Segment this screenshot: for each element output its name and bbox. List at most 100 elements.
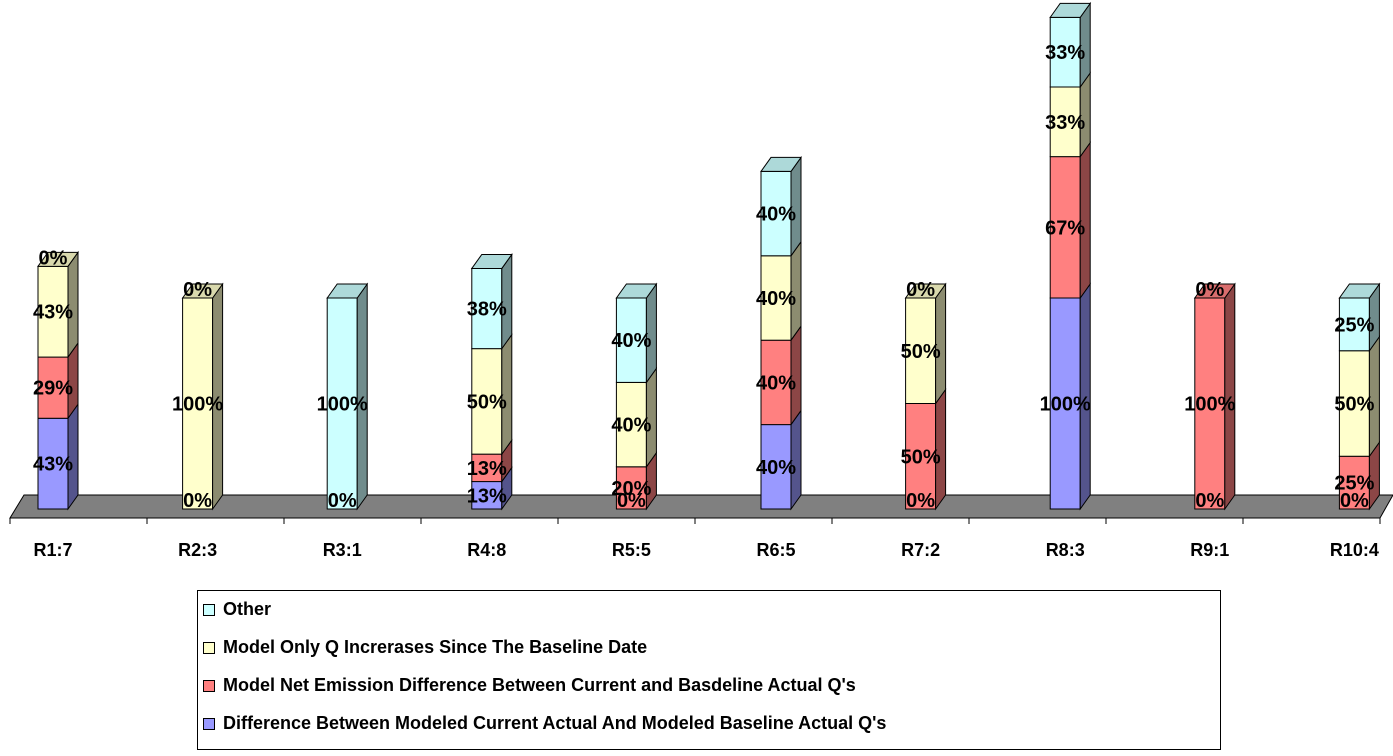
bar-segment-front (471, 267, 503, 350)
bar-segment (760, 324, 802, 427)
bar-segment (37, 250, 79, 359)
bar-segment (37, 341, 79, 420)
bar-segment (1193, 282, 1236, 511)
bar-segment-front (760, 255, 792, 341)
bar-segment-front (1194, 297, 1226, 510)
legend-item: Difference Between Modeled Current Actua… (198, 713, 886, 734)
bar-segment (37, 402, 79, 511)
bar-segment-front (182, 297, 214, 510)
segment-data-label: 50% (901, 446, 941, 468)
segment-data-label: 0% (617, 490, 646, 512)
legend-swatch (203, 641, 215, 654)
segment-data-label: 20% (611, 478, 651, 500)
bar-segment-top (615, 283, 658, 299)
segment-data-label: 100% (1184, 394, 1235, 416)
bar-segment (1049, 1, 1092, 89)
segment-data-label: 40% (611, 330, 651, 352)
bar-segment-top (904, 283, 947, 299)
segment-data-label: 50% (901, 341, 941, 363)
legend-label: Model Net Emission Difference Between Cu… (223, 675, 856, 695)
x-axis-ticks (9, 518, 1381, 524)
segment-data-label: 38% (467, 299, 507, 321)
bar-segment-front (37, 417, 69, 510)
segment-data-label: 0% (328, 490, 357, 512)
legend-label: Other (223, 599, 272, 619)
legend-label: Difference Between Modeled Current Actua… (223, 713, 887, 733)
legend-swatch (203, 679, 215, 692)
category-label: R2:3 (178, 540, 217, 560)
bar-segment-front (37, 265, 69, 358)
bar-segment-top (760, 156, 802, 172)
bar-segment-front (760, 170, 792, 257)
bar-segment (905, 387, 947, 511)
bar-segment (1338, 282, 1381, 353)
segment-data-label: 100% (317, 394, 368, 416)
bar-segment-front (471, 348, 503, 455)
segment-data-label: 0% (1195, 490, 1224, 512)
bar-segment (1338, 335, 1380, 458)
bar-segment (760, 155, 802, 258)
segment-data-label: 40% (756, 288, 796, 310)
bar-segment (470, 252, 513, 351)
category-label: R9:1 (1190, 540, 1229, 560)
bar-segment-front (326, 297, 358, 510)
segment-data-label: 0% (183, 279, 212, 301)
segment-data-label: 43% (33, 302, 73, 324)
bar-segment-top (181, 283, 224, 299)
bar-segment (326, 282, 369, 511)
segment-data-label: 25% (1334, 473, 1374, 495)
bar-segment-front (615, 381, 647, 468)
segment-data-label: 0% (1340, 490, 1369, 512)
legend-label: Model Only Q Increrases Since The Baseli… (223, 637, 648, 657)
bar-segment-top (1193, 283, 1236, 299)
category-label: R8:3 (1046, 540, 1085, 560)
legend-item: Other (198, 599, 271, 620)
segment-data-label: 100% (172, 394, 223, 416)
segment-data-label: 100% (1040, 394, 1091, 416)
bar-segment (615, 451, 657, 511)
legend-swatch (203, 717, 215, 730)
category-label: R10:4 (1330, 540, 1379, 560)
category-label: R4:8 (467, 540, 506, 560)
segment-data-label: 13% (467, 485, 507, 507)
segment-data-label: 33% (1045, 42, 1085, 64)
segment-data-label: 0% (183, 490, 212, 512)
bar-segment (181, 282, 224, 511)
bar-segment-top (1338, 283, 1381, 299)
segment-data-label: 0% (39, 247, 68, 269)
segment-data-label: 40% (756, 204, 796, 226)
category-label: R5:5 (612, 540, 651, 560)
segment-data-label: 0% (906, 279, 935, 301)
bar-segment-front (905, 403, 937, 510)
bar-segment-top (470, 253, 513, 269)
segment-data-label: 33% (1045, 112, 1085, 134)
segment-data-label: 50% (467, 391, 507, 413)
bar-segment-front (905, 297, 937, 404)
bar-segment-front (471, 453, 503, 483)
segment-labels-group: 43%29%43%0%0%100%0%0%100%13%13%50%38%0%2… (33, 42, 1375, 512)
category-label: R6:5 (756, 540, 795, 560)
bar-segment-top (37, 251, 79, 267)
bar-segment-front (1338, 350, 1370, 457)
segment-data-label: 67% (1045, 217, 1085, 239)
bar-segment (904, 282, 947, 406)
segment-data-label: 13% (467, 458, 507, 480)
bar-segment (471, 333, 513, 456)
bar-segment-front (760, 339, 792, 426)
legend-item: Model Net Emission Difference Between Cu… (198, 675, 856, 696)
bar-segment (471, 438, 513, 484)
bar-segment (760, 409, 802, 511)
segment-data-label: 40% (611, 415, 651, 437)
bar-segment-top (326, 283, 369, 299)
segment-data-label: 43% (33, 454, 73, 476)
segment-data-label: 50% (1334, 394, 1374, 416)
bar-segment-top (1049, 2, 1092, 18)
category-label: R1:7 (33, 540, 72, 560)
segment-data-label: 0% (1195, 279, 1224, 301)
bar-segment-front (1338, 455, 1370, 510)
legend-swatch (203, 603, 215, 616)
category-label: R7:2 (901, 540, 940, 560)
category-label: R3:1 (323, 540, 362, 560)
segment-data-label: 25% (1334, 314, 1374, 336)
stacked-bar-chart: 43%29%43%0%0%100%0%0%100%13%13%50%38%0%2… (9, 1, 1393, 560)
